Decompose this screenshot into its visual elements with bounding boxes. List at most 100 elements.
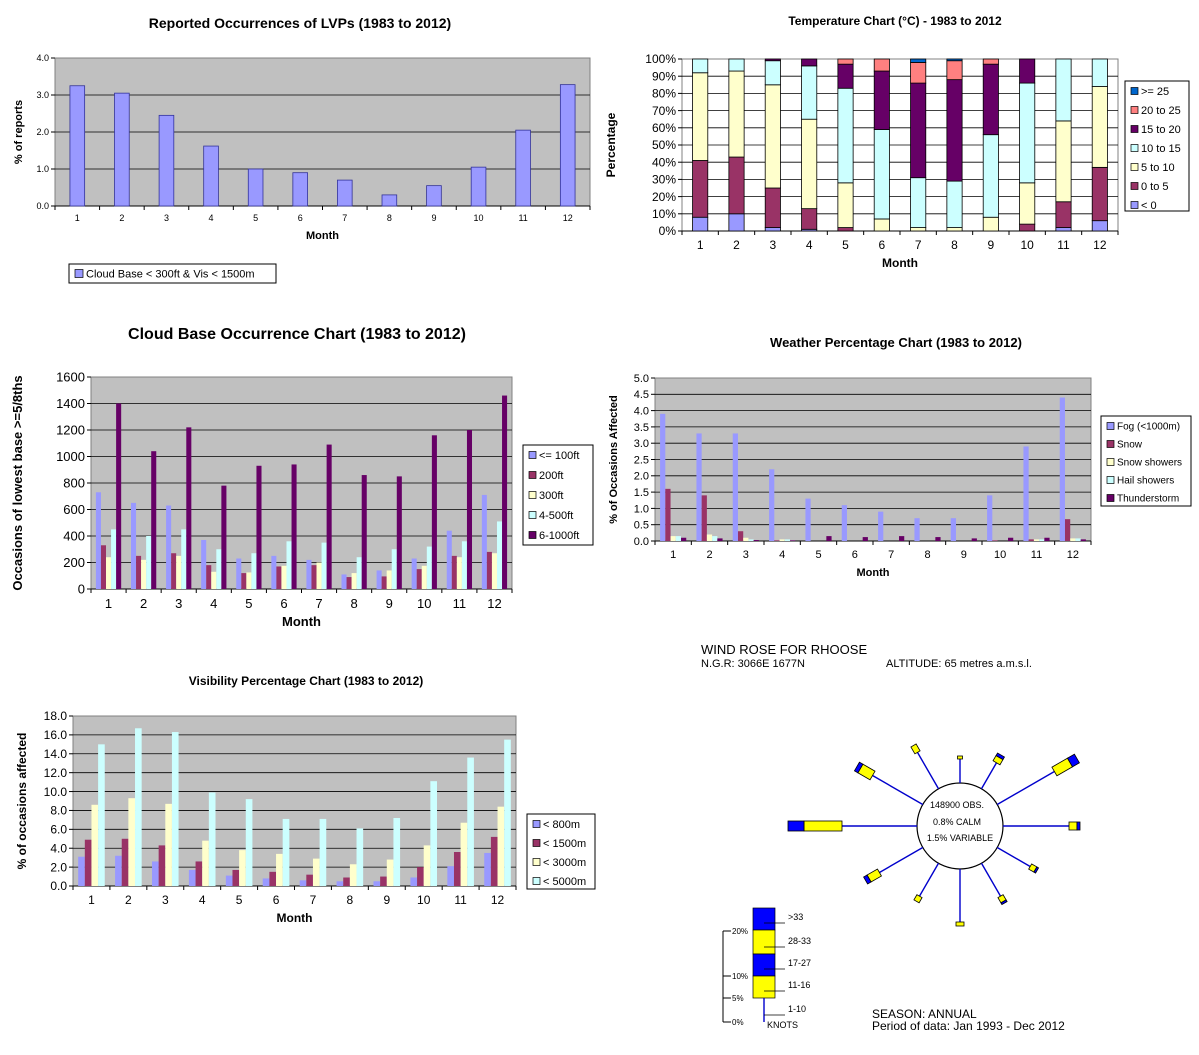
bar bbox=[262, 878, 270, 886]
bar-segment bbox=[982, 216, 999, 232]
bar bbox=[805, 498, 811, 541]
bar-segment bbox=[1055, 58, 1072, 122]
x-tick-label: 3 bbox=[743, 549, 749, 561]
x-tick-label: 4 bbox=[779, 549, 785, 561]
bar bbox=[336, 881, 344, 886]
speed-label: >33 bbox=[788, 912, 803, 922]
weather-chart: 0.00.51.01.52.02.53.03.54.04.55.01 2 3 4 5 6 7… bbox=[608, 373, 1192, 579]
legend-swatch bbox=[74, 269, 84, 278]
bar-segment bbox=[910, 62, 927, 84]
x-tick-label: 3 bbox=[162, 893, 169, 907]
bar bbox=[241, 573, 247, 589]
bar bbox=[202, 840, 209, 886]
bar bbox=[211, 571, 217, 589]
y-tick-label: 30% bbox=[652, 173, 676, 187]
legend: <= 100ft 200ft 300ft 4-500ft 6-1000ft bbox=[522, 444, 594, 546]
bar bbox=[460, 822, 468, 886]
bar bbox=[116, 403, 122, 589]
x-tick-label: 6 bbox=[273, 893, 280, 907]
x-tick-label: 9 bbox=[961, 549, 967, 561]
y-tick-label: 4.0 bbox=[50, 841, 67, 855]
bar bbox=[136, 555, 142, 589]
wind-rose-altitude: ALTITUDE: 65 metres a.m.s.l. bbox=[886, 658, 1032, 670]
bar-segment bbox=[873, 129, 890, 220]
x-tick-label: 12 bbox=[1093, 238, 1107, 252]
bar bbox=[341, 574, 347, 589]
legend-swatch bbox=[1106, 458, 1115, 466]
bar-segment bbox=[692, 58, 709, 74]
wind-speed-block bbox=[863, 874, 872, 885]
x-tick-label: 11 bbox=[1057, 238, 1070, 252]
wind-speed-block bbox=[1066, 753, 1080, 768]
bar-segment bbox=[837, 58, 854, 65]
legend: Fog (<1000m) Snow Snow showers Hail showers… bbox=[1100, 415, 1192, 507]
y-axis-title: % of occasions affected bbox=[15, 733, 29, 870]
bar bbox=[181, 529, 187, 589]
bar bbox=[151, 451, 157, 589]
wind-speed-block bbox=[913, 894, 923, 904]
bar-segment bbox=[1019, 182, 1036, 225]
bar bbox=[361, 475, 367, 589]
bar bbox=[286, 541, 292, 589]
bar-segment bbox=[1019, 58, 1036, 84]
bar-segment bbox=[801, 65, 818, 120]
bar bbox=[158, 845, 166, 886]
bar-segment bbox=[946, 60, 963, 81]
bar-segment bbox=[728, 156, 745, 215]
bar bbox=[188, 869, 196, 886]
x-tick-label: 2 bbox=[125, 893, 132, 907]
bar bbox=[337, 179, 353, 207]
bar bbox=[100, 545, 107, 589]
y-tick-label: 10% bbox=[652, 207, 676, 221]
y-tick-label: 6.0 bbox=[50, 823, 67, 837]
x-tick-label: 10 bbox=[994, 549, 1006, 561]
bar-segment bbox=[946, 227, 963, 232]
legend-swatch bbox=[1130, 201, 1139, 209]
bar bbox=[373, 881, 381, 886]
legend-label: < 800m bbox=[543, 819, 580, 831]
wind-rose-center-obs: 148900 OBS. bbox=[930, 800, 984, 810]
bar-segment bbox=[764, 227, 781, 232]
bar bbox=[176, 555, 182, 589]
bar bbox=[225, 875, 233, 886]
bar bbox=[121, 838, 129, 886]
legend-label: 15 to 20 bbox=[1141, 124, 1181, 136]
bar-segment bbox=[728, 213, 745, 232]
x-tick-label: 9 bbox=[431, 213, 436, 223]
bar bbox=[430, 781, 437, 886]
y-axis-title: % of reports bbox=[13, 100, 25, 164]
legend-label: 4-500ft bbox=[539, 510, 573, 522]
x-tick-label: 8 bbox=[347, 893, 354, 907]
bar bbox=[992, 540, 998, 541]
x-tick-label: 11 bbox=[1031, 549, 1042, 561]
bar bbox=[311, 565, 317, 589]
x-tick-label: 12 bbox=[487, 596, 501, 611]
x-tick-label: 6 bbox=[878, 238, 885, 252]
bar-segment bbox=[982, 134, 999, 218]
bar bbox=[935, 537, 941, 541]
temp-chart-title: Temperature Chart (°C) - 1983 to 2012 bbox=[788, 14, 1002, 28]
wind-direction-stem bbox=[980, 762, 998, 790]
speed-label: 11-16 bbox=[788, 980, 810, 990]
wind-speed-block bbox=[995, 752, 1006, 761]
y-tick-label: 12.0 bbox=[44, 766, 68, 780]
bar-segment bbox=[837, 227, 854, 232]
bar-segment bbox=[801, 118, 818, 210]
bar bbox=[106, 557, 112, 589]
legend-swatch bbox=[1106, 440, 1115, 448]
bar bbox=[453, 852, 461, 886]
bar bbox=[790, 540, 796, 541]
bar bbox=[467, 757, 474, 886]
x-tick-label: 10 bbox=[474, 213, 484, 223]
bar-segment bbox=[1091, 220, 1108, 232]
y-tick-label: 90% bbox=[652, 69, 676, 83]
bar-segment bbox=[1091, 58, 1108, 87]
bar-segment bbox=[873, 58, 890, 72]
bar bbox=[987, 495, 993, 541]
wind-direction-stem bbox=[872, 774, 924, 806]
bar-segment bbox=[692, 216, 709, 232]
speed-block bbox=[752, 907, 776, 931]
x-tick-label: 7 bbox=[315, 596, 322, 611]
